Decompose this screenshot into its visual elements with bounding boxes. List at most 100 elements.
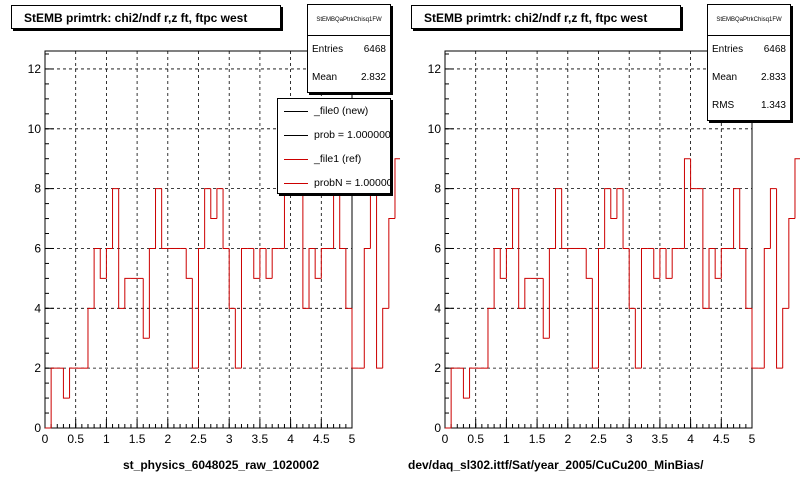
histogram-bin: [142, 278, 150, 339]
histogram-bin: [271, 247, 279, 279]
histogram-bin: [234, 308, 242, 369]
histogram-bin: [591, 278, 599, 369]
histogram-bin: [376, 188, 383, 369]
x-tick-label: 0.5: [467, 432, 484, 446]
histogram-bin: [388, 218, 395, 309]
histogram-bin: [105, 247, 113, 279]
legend-swatch: [284, 111, 308, 112]
histogram-bin: [769, 188, 777, 249]
x-axis-caption: dev/daq_sl302.ittf/Sat/year_2005/CuCu200…: [408, 458, 704, 472]
histogram-bin: [555, 188, 562, 249]
histogram-bin: [708, 247, 716, 309]
pad-left: 0 0.5 1 1.5 2 2.5 3 3.5 4 4.5 5 0 2 4 6 8 10 12 StEMB pri…: [11, 4, 400, 472]
x-tick-label: 3.5: [252, 432, 269, 446]
histogram-bin: [333, 188, 340, 249]
histogram-bin: [548, 247, 556, 339]
y-tick-label: 12: [428, 62, 442, 76]
legend-swatch: [284, 159, 308, 160]
histogram-bin: [788, 218, 795, 309]
histogram-bin: [228, 248, 236, 309]
histogram-bin: [542, 278, 550, 339]
histogram-bin: [148, 247, 156, 339]
histogram-bin: [702, 188, 710, 309]
y-tick-label: 0: [434, 421, 441, 435]
histogram-bin: [610, 188, 617, 220]
histogram-bin: [339, 188, 346, 249]
x-tick-label: 2.5: [590, 432, 607, 446]
stats-row-entries: Entries 6468: [708, 36, 790, 64]
histogram-bin: [469, 367, 476, 399]
histogram-bin: [462, 368, 470, 399]
histogram-bin: [382, 307, 389, 369]
legend-label: _file0 (new): [314, 105, 369, 117]
histogram-bin: [161, 188, 168, 249]
histogram-bin: [124, 277, 131, 309]
x-tick-label: 2: [564, 432, 571, 446]
histogram-bin: [714, 248, 722, 279]
x-tick-label: 4: [287, 432, 294, 446]
histogram-bin: [524, 277, 531, 309]
legend-box: _file0 (new) prob = 1.000000 _file1 (ref…: [277, 98, 391, 194]
stats-row-entries: Entries 6468: [308, 36, 390, 64]
legend-entry-prob: prob = 1.000000: [278, 123, 390, 147]
histogram-bin: [369, 188, 377, 249]
histogram-bin: [394, 158, 400, 219]
x-tick-label: 0.5: [67, 432, 84, 446]
histogram-bin: [345, 248, 352, 309]
legend-entry-new: _file0 (new): [278, 99, 390, 123]
stats-value: 2.833: [760, 72, 786, 83]
x-tick-label: 0: [42, 432, 49, 446]
histogram-bin: [62, 368, 70, 399]
legend-swatch: [284, 183, 308, 184]
stats-label: RMS: [712, 100, 735, 111]
legend-swatch: [284, 135, 308, 136]
x-tick-label: 1: [103, 432, 110, 446]
stats-row-mean: Mean 2.833: [708, 64, 790, 92]
histogram-bin: [622, 188, 630, 249]
histogram-bin: [216, 188, 224, 219]
histogram-bin: [751, 308, 759, 369]
histogram-bin: [450, 367, 458, 428]
histogram-bin: [487, 307, 495, 369]
stats-value: 6468: [363, 44, 386, 55]
histogram-bin: [794, 158, 800, 219]
y-tick-label: 2: [434, 361, 441, 375]
y-tick-label: 6: [434, 241, 441, 255]
histogram-bin: [185, 248, 193, 279]
plot-title: StEMB primtrk: chi2/ndf r,z ft, ftpc wes…: [411, 5, 681, 29]
pad-right: 0 0.5 1 1.5 2 2.5 3 3.5 4 4.5 5 0 2 4 6 8 10 12 StEMB pri…: [400, 0, 800, 480]
x-tick-label: 3: [626, 432, 633, 446]
stats-value: 6468: [763, 44, 786, 55]
histogram-bin: [253, 248, 260, 279]
stats-label: Mean: [312, 72, 338, 83]
y-tick-label: 6: [34, 241, 41, 255]
histogram-bin: [616, 188, 624, 219]
y-tick-label: 10: [28, 122, 42, 136]
histogram-right: 0 0.5 1 1.5 2 2.5 3 3.5 4 4.5 5 0 2 4 6 8 10 12: [428, 50, 800, 446]
histogram-bin: [320, 247, 328, 279]
x-tick-label: 5: [749, 432, 756, 446]
histogram-bin: [155, 188, 162, 249]
histogram-bin: [499, 248, 507, 279]
x-tick-label: 3: [226, 432, 233, 446]
histogram-bin: [683, 158, 691, 249]
legend-label: prob = 1.000000: [314, 129, 391, 141]
histogram-bin: [204, 188, 211, 249]
legend-label: probN = 1.000000: [314, 177, 391, 189]
histogram-bin: [191, 278, 199, 369]
histogram-bin: [505, 247, 513, 279]
histogram-bin: [671, 247, 679, 279]
histogram-bin: [118, 188, 125, 309]
histogram-bin: [720, 247, 728, 279]
stats-label: Mean: [712, 72, 738, 83]
x-tick-label: 4.5: [713, 432, 730, 446]
x-axis-caption: st_physics_6048025_raw_1020002: [123, 458, 320, 472]
histogram-bin: [739, 188, 746, 249]
histogram-bin: [640, 247, 648, 369]
histogram-bin: [598, 247, 605, 369]
histogram-bin: [351, 308, 359, 369]
stats-row-rms: RMS 1.343: [708, 92, 790, 120]
stats-value: 1.343: [760, 100, 786, 111]
y-tick-label: 10: [428, 122, 442, 136]
plot-title: StEMB primtrk: chi2/ndf r,z ft, ftpc wes…: [11, 5, 281, 29]
